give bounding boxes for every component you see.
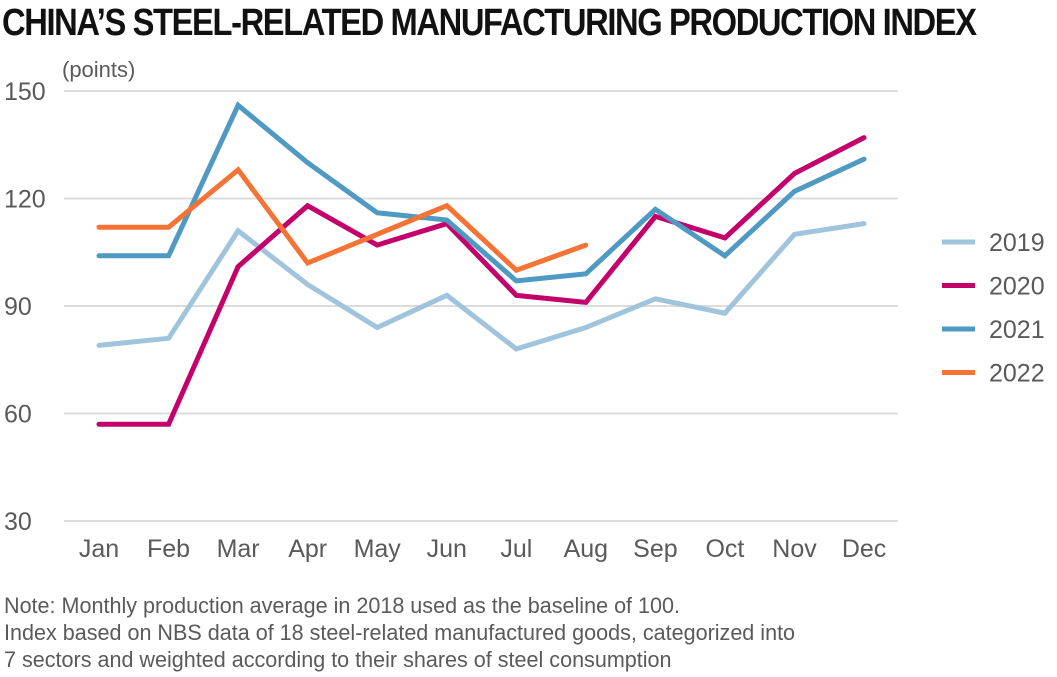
x-tick-label: Jun — [427, 535, 467, 563]
y-tick-label: 150 — [4, 78, 46, 106]
chart-title: CHINA’S STEEL-RELATED MANUFACTURING PROD… — [2, 2, 977, 44]
x-tick-label: Nov — [772, 535, 817, 563]
legend-item-2021: 2021 — [942, 316, 1045, 344]
legend-item-2019: 2019 — [942, 229, 1045, 257]
y-tick-label: 60 — [4, 401, 32, 429]
x-tick-label: Mar — [217, 535, 260, 563]
series-lines — [96, 101, 867, 427]
y-tick-label: 90 — [4, 293, 32, 321]
x-tick-label: Dec — [842, 535, 886, 563]
legend-label: 2021 — [989, 316, 1045, 344]
y-axis-ticks: 150 120 90 60 30 — [4, 78, 46, 536]
legend-label: 2019 — [989, 229, 1045, 257]
legend: 2019 2020 2021 2022 — [942, 229, 1045, 388]
x-axis-ticks: Jan Feb Mar Apr May Jun Jul Aug Sep Oct Nov Dec — [79, 535, 886, 563]
y-tick-label: 120 — [4, 186, 46, 214]
series-line-2020 — [96, 135, 867, 427]
series-line-2019 — [96, 221, 867, 352]
x-tick-label: Oct — [705, 535, 744, 563]
legend-label: 2020 — [989, 273, 1045, 301]
y-tick-label: 30 — [4, 508, 32, 536]
legend-item-2022: 2022 — [942, 360, 1045, 388]
series-line-2021 — [96, 101, 867, 284]
series-line-2022 — [96, 166, 589, 274]
x-tick-label: Apr — [288, 535, 327, 563]
x-tick-label: May — [354, 535, 402, 563]
x-tick-label: Aug — [564, 535, 608, 563]
y-axis-label: (points) — [62, 57, 135, 82]
legend-item-2020: 2020 — [942, 273, 1045, 301]
x-tick-label: Feb — [147, 535, 190, 563]
chart-note: Note: Monthly production average in 2018… — [4, 592, 811, 673]
x-tick-label: Jan — [79, 535, 119, 563]
x-tick-label: Jul — [500, 535, 532, 563]
note-line-2: Index based on NBS data of 18 steel-rela… — [4, 620, 796, 645]
x-tick-label: Sep — [633, 535, 677, 563]
note-line-1: Note: Monthly production average in 2018… — [4, 593, 681, 618]
note-line-3: 7 sectors and weighted according to thei… — [4, 647, 672, 672]
legend-label: 2022 — [989, 360, 1045, 388]
